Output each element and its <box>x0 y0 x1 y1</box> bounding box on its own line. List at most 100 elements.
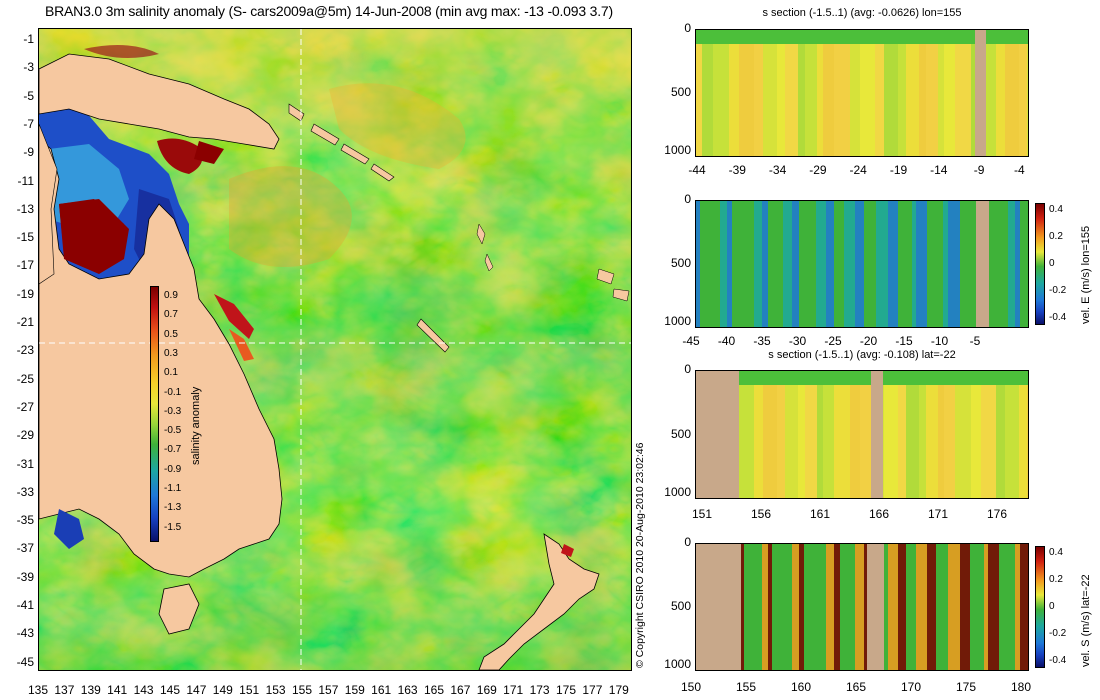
colorbar-tick: 0.7 <box>164 309 178 321</box>
longitude-label: 169 <box>476 683 497 697</box>
latitude-label: -29 <box>16 428 34 443</box>
section-land <box>867 544 884 670</box>
section-x-label: 150 <box>680 680 702 694</box>
longitude-label: 149 <box>212 683 233 697</box>
longitude-label: 173 <box>529 683 550 697</box>
australia-landmass <box>39 138 283 578</box>
section-x-label: -40 <box>717 334 736 348</box>
velocity-colorbar-tick: 0.4 <box>1049 204 1063 215</box>
section-x-label: -35 <box>753 334 771 348</box>
section-x-label: -10 <box>930 334 949 348</box>
depth-label: 0 <box>684 21 691 35</box>
section-land <box>976 201 989 327</box>
latitude-label: -23 <box>16 343 34 358</box>
depth-label: 500 <box>670 426 691 441</box>
latitude-label: -27 <box>16 399 34 414</box>
longitude-label: 163 <box>397 683 418 697</box>
latitude-label: -43 <box>16 626 34 641</box>
section-x-label: -34 <box>768 163 787 177</box>
section-x-label: 165 <box>845 680 867 694</box>
depth-label: 500 <box>670 256 691 270</box>
velocity-colorbar <box>1035 203 1045 325</box>
velocity-colorbar-tick: 0 <box>1049 601 1055 612</box>
latitude-label: -35 <box>16 513 34 528</box>
copyright-notice: © Copyright CSIRO 2010 20-Aug-2010 23:02… <box>634 442 646 668</box>
longitude-label: 155 <box>291 683 313 697</box>
longitude-label: 153 <box>265 683 286 697</box>
longitude-label: 157 <box>318 683 339 697</box>
velocity-colorbar-tick: -0.4 <box>1049 312 1067 323</box>
section-x-label: -19 <box>889 163 908 177</box>
colorbar-tick: -0.5 <box>164 425 182 437</box>
section-x-label: 151 <box>691 507 713 521</box>
colorbar-tick: -1.1 <box>164 483 182 494</box>
section-x-label: -30 <box>788 334 807 348</box>
longitude-label: 167 <box>450 683 471 697</box>
velocity-colorbar-tick: -0.2 <box>1049 285 1067 296</box>
section-x-label: -44 <box>688 163 706 177</box>
main-title: BRAN3.0 3m salinity anomaly (S- cars2009… <box>45 3 613 19</box>
section-panel[interactable] <box>695 543 1029 671</box>
section-x-label: -4 <box>1014 163 1025 177</box>
section-x-label: -29 <box>809 163 827 177</box>
section-land <box>696 371 739 498</box>
section-panel[interactable] <box>695 29 1029 157</box>
colorbar-tick: -0.7 <box>164 444 182 456</box>
colorbar-tick: -0.9 <box>164 463 182 475</box>
depth-label: 1000 <box>664 142 691 157</box>
section-x-label: -39 <box>728 163 746 177</box>
longitude-label: 135 <box>27 683 49 697</box>
depth-label: 0 <box>684 535 691 549</box>
section-x-label: -14 <box>930 163 948 177</box>
longitude-label: 175 <box>555 683 577 697</box>
longitude-label: 145 <box>159 683 181 697</box>
depth-label: 500 <box>670 599 691 613</box>
latitude-label: -45 <box>16 654 34 669</box>
section-x-label: -24 <box>849 163 867 177</box>
latitude-label: -25 <box>16 371 34 386</box>
latitude-label: -13 <box>16 201 34 216</box>
section-panel[interactable] <box>695 370 1029 499</box>
section-x-label: 170 <box>900 680 922 694</box>
section-x-label: 175 <box>955 680 977 694</box>
velocity-colorbar-tick: 0.2 <box>1049 574 1063 585</box>
depth-label: 1000 <box>664 484 691 499</box>
velocity-colorbar-tick: -0.2 <box>1049 628 1067 639</box>
latitude-label: -17 <box>16 258 34 273</box>
velocity-colorbar-tick: 0.4 <box>1049 547 1063 558</box>
section-panel[interactable] <box>695 200 1029 328</box>
latitude-label: -3 <box>23 60 34 75</box>
longitude-label: 177 <box>582 683 603 697</box>
salinity-map[interactable] <box>38 28 632 671</box>
section-land <box>696 544 741 670</box>
tasmania <box>158 583 200 635</box>
section-x-label: 155 <box>735 680 757 694</box>
latitude-label: -19 <box>16 286 34 301</box>
latitude-label: -7 <box>23 116 34 131</box>
colorbar-title: salinity anomaly <box>190 386 202 465</box>
section-canvas <box>696 544 1028 670</box>
velocity-colorbar-label: vel. S (m/s) lat=-22 <box>1080 574 1092 667</box>
section-x-label: 171 <box>927 507 949 521</box>
latitude-label: -37 <box>16 541 34 556</box>
latitude-label: -21 <box>16 315 34 329</box>
longitude-label: 137 <box>54 683 75 697</box>
depth-label: 1000 <box>664 656 691 671</box>
section-x-label: -25 <box>824 334 842 348</box>
longitude-label: 143 <box>133 683 154 697</box>
depth-label: 0 <box>684 192 691 206</box>
section-land <box>975 30 986 156</box>
latitude-label: -11 <box>17 173 34 188</box>
section-canvas <box>696 371 1028 498</box>
longitude-label: 171 <box>503 683 524 697</box>
latitude-label: -15 <box>16 230 34 245</box>
longitude-label: 141 <box>107 683 128 697</box>
depth-label: 1000 <box>664 313 691 328</box>
map-canvas <box>39 29 631 670</box>
section-x-label: 161 <box>809 507 831 521</box>
velocity-colorbar-tick: 0 <box>1049 258 1055 269</box>
longitude-label: 179 <box>608 683 629 697</box>
section-x-label: -9 <box>973 163 985 177</box>
section-x-label: -15 <box>895 334 913 348</box>
longitude-label: 147 <box>186 683 207 697</box>
